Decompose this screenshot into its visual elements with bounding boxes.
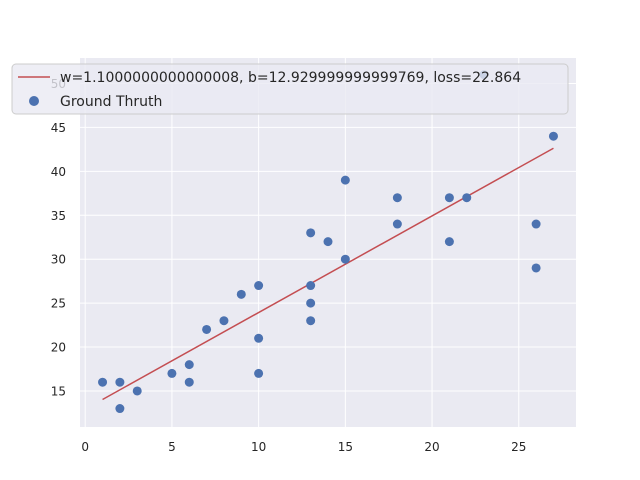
data-point (184, 360, 194, 370)
y-tick-labels: 1520253035404550 (51, 77, 66, 399)
x-tick-label: 15 (338, 440, 353, 454)
data-point (306, 228, 316, 238)
y-tick-label: 20 (51, 341, 66, 355)
data-point (254, 368, 264, 378)
data-point (115, 377, 125, 387)
data-point (98, 377, 108, 387)
x-tick-label: 10 (251, 440, 266, 454)
data-point (444, 193, 454, 203)
data-point (340, 175, 350, 185)
x-tick-labels: 0 5 10 15 20 25 (81, 440, 526, 454)
data-point (254, 333, 264, 343)
data-point (340, 254, 350, 264)
data-point (306, 316, 316, 326)
x-tick-label: 0 (81, 440, 89, 454)
legend-point-swatch (29, 96, 39, 106)
y-tick-label: 35 (51, 209, 66, 223)
data-point (531, 219, 541, 229)
legend-box (11, 63, 569, 115)
fit-line (102, 147, 554, 401)
points-layer (98, 70, 558, 414)
data-point (548, 131, 558, 141)
data-point (184, 377, 194, 387)
legend: w=1.1000000000000008, b=12.9299999999997… (11, 63, 569, 115)
x-tick-label: 25 (511, 440, 526, 454)
data-point (392, 193, 402, 203)
data-point (462, 193, 472, 203)
data-point (444, 237, 454, 247)
data-point (531, 263, 541, 273)
legend-label-fit: w=1.1000000000000008, b=12.9299999999997… (60, 70, 521, 86)
x-tick-label: 5 (168, 440, 176, 454)
y-tick-label: 30 (51, 253, 66, 267)
data-point (306, 281, 316, 291)
legend-label-ground-truth: Ground Thruth (60, 94, 162, 110)
data-point (115, 404, 125, 414)
fit-line-layer (102, 147, 554, 401)
x-tick-label: 20 (424, 440, 439, 454)
y-tick-label: 15 (51, 384, 66, 398)
y-tick-label: 40 (51, 165, 66, 179)
data-point (236, 289, 246, 299)
data-point (167, 368, 177, 378)
data-point (254, 281, 264, 291)
data-point (202, 324, 212, 334)
data-point (323, 237, 333, 247)
y-tick-label: 25 (51, 297, 66, 311)
data-point (219, 316, 229, 326)
y-tick-label: 45 (51, 121, 66, 135)
data-point (306, 298, 316, 308)
data-point (392, 219, 402, 229)
data-point (132, 386, 142, 396)
